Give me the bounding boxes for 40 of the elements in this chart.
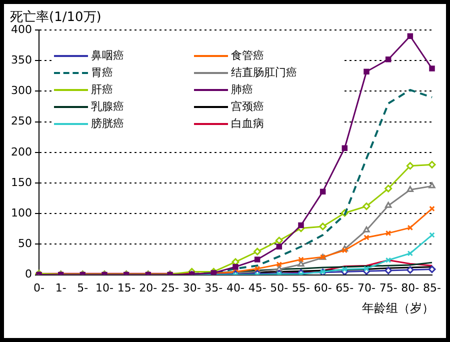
legend-label: 结直肠肛门癌 [231, 65, 297, 80]
y-tick-label: 400 [10, 22, 32, 36]
y-tick-label: 250 [10, 114, 32, 128]
legend-label: 肺癌 [231, 82, 253, 97]
x-tick-label: 40- [226, 281, 245, 294]
legend-label: 宫颈癌 [231, 99, 264, 114]
y-tick-label: 0 [24, 268, 32, 281]
x-axis-title: 年龄组（岁） [362, 300, 434, 317]
x-tick-label: 75- [379, 281, 398, 294]
y-tick-label: 100 [10, 206, 32, 220]
x-tick-label: 35- [204, 281, 223, 294]
x-tick-label: 85- [423, 281, 442, 294]
x-tick-label: 65- [336, 281, 354, 294]
legend-label: 胃癌 [91, 65, 113, 80]
legend-label: 白血病 [231, 116, 264, 131]
x-tick-label: 70- [358, 281, 376, 294]
x-tick-label: 45- [248, 281, 266, 294]
x-tick-label: 30- [182, 281, 201, 294]
x-tick-label: 0- [34, 281, 45, 294]
x-tick-label: 50- [270, 281, 288, 294]
y-tick-label: 200 [10, 145, 32, 158]
y-tick-label: 300 [10, 84, 32, 98]
y-tick-label: 150 [10, 176, 32, 189]
legend-label: 膀胱癌 [91, 116, 124, 131]
legend-label: 乳腺癌 [91, 99, 124, 114]
legend-label: 鼻咽癌 [91, 48, 124, 63]
legend-label: 肝癌 [91, 82, 113, 97]
x-tick-label: 15- [117, 281, 136, 294]
x-tick-label: 1- [55, 281, 66, 294]
x-tick-label: 60- [314, 281, 332, 294]
x-tick-label: 25- [161, 281, 180, 294]
y-tick-label: 350 [10, 53, 32, 66]
x-tick-label: 10- [96, 281, 114, 294]
y-tick-label: 50 [18, 237, 32, 250]
x-tick-label: 20- [139, 281, 158, 294]
y-axis-title: 死亡率(1/10万) [10, 9, 102, 25]
x-tick-label: 55- [292, 281, 310, 294]
legend-label: 食管癌 [231, 48, 264, 63]
x-tick-label: 5- [77, 281, 88, 294]
x-tick-label: 80- [401, 281, 420, 294]
